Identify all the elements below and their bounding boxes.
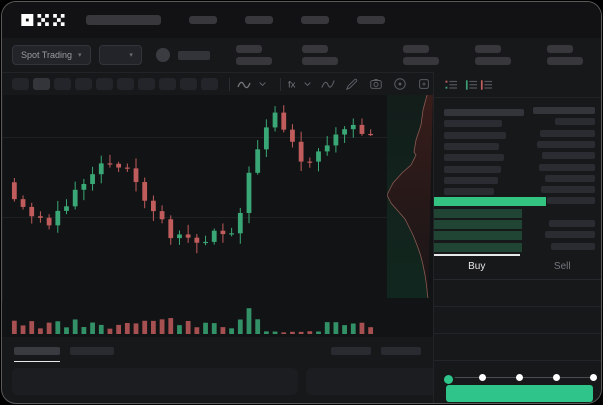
svg-text:fx: fx	[288, 80, 296, 91]
